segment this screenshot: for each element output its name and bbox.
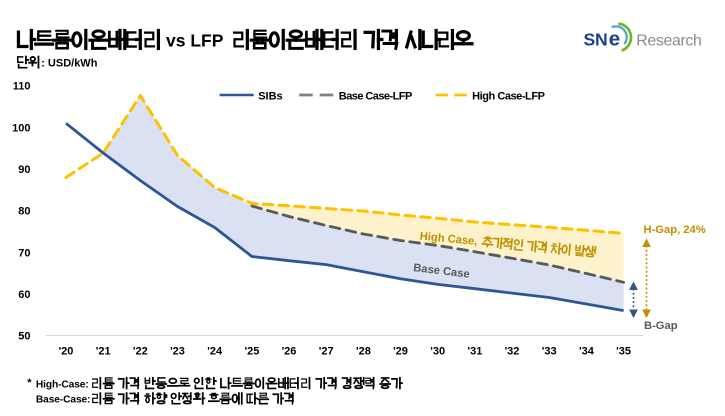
svg-text:'21: '21: [96, 346, 111, 358]
svg-text:Research: Research: [636, 32, 701, 49]
svg-text:'20: '20: [59, 346, 74, 358]
svg-text:'23: '23: [170, 346, 185, 358]
svg-text:'35: '35: [616, 346, 631, 358]
svg-text:High Case-LFP: High Case-LFP: [472, 90, 544, 102]
svg-text:'27: '27: [319, 346, 334, 358]
svg-text:'28: '28: [356, 346, 371, 358]
svg-text:80: 80: [18, 206, 30, 218]
svg-text:'30: '30: [430, 346, 445, 358]
svg-text:High Case,: High Case,: [419, 231, 478, 248]
svg-text:'22: '22: [133, 346, 148, 358]
svg-text:e: e: [609, 27, 620, 50]
svg-text:'34: '34: [579, 346, 595, 358]
svg-text:SIBs: SIBs: [258, 90, 282, 102]
svg-text:'31: '31: [467, 346, 482, 358]
svg-text:'26: '26: [282, 346, 297, 358]
svg-text:vs LFP: vs LFP: [166, 31, 224, 51]
svg-text:50: 50: [18, 331, 30, 343]
svg-text:'25: '25: [244, 346, 259, 358]
svg-text:SN: SN: [584, 29, 608, 49]
svg-text:70: 70: [18, 247, 30, 259]
svg-text:H-Gap, 24%: H-Gap, 24%: [644, 224, 706, 236]
svg-text:'32: '32: [505, 346, 520, 358]
svg-text:*: *: [27, 377, 32, 389]
svg-text:100: 100: [12, 122, 30, 134]
svg-text:'33: '33: [542, 346, 557, 358]
svg-text:High-Case:: High-Case:: [36, 379, 89, 390]
svg-text:Base-Case:: Base-Case:: [36, 395, 91, 406]
svg-text:60: 60: [18, 289, 30, 301]
svg-text:90: 90: [18, 164, 30, 176]
svg-text:'24: '24: [207, 346, 223, 358]
svg-text:'29: '29: [393, 346, 408, 358]
svg-text:: USD/kWh: : USD/kWh: [41, 58, 97, 70]
svg-text:B-Gap: B-Gap: [644, 320, 678, 332]
svg-text:110: 110: [13, 81, 31, 93]
svg-text:Base Case-LFP: Base Case-LFP: [339, 90, 412, 102]
